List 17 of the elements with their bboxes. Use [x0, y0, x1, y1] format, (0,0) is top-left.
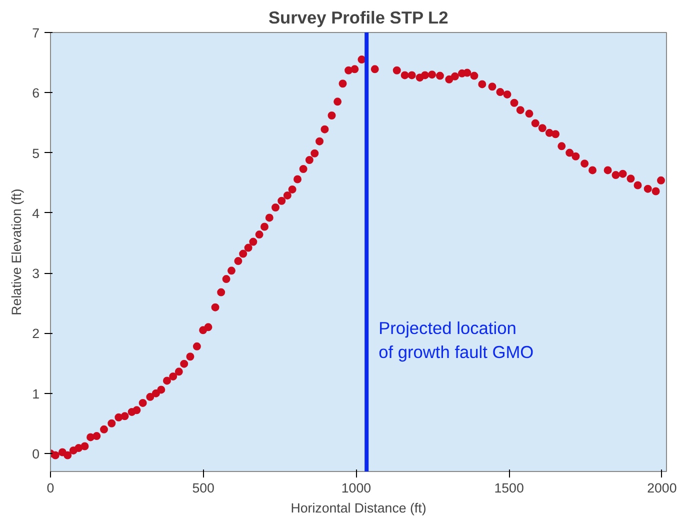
y-tick-label: 2	[32, 326, 40, 342]
x-tick-label: 0	[46, 480, 54, 496]
x-tick-label: 1500	[494, 480, 524, 496]
ref-line-label: Projected location of growth fault GMO	[378, 318, 534, 362]
y-tick-label: 7	[32, 26, 40, 40]
y-tick-label: 3	[32, 266, 40, 282]
x-axis-title: Horizontal Distance (ft)	[290, 500, 426, 516]
x-tick-label: 1000	[341, 480, 372, 496]
x-tick-label: 2000	[647, 480, 677, 496]
y-tick-label: 5	[32, 146, 40, 161]
x-tick-label: 500	[192, 480, 214, 496]
y-axis-title: Relative Elevation (ft)	[9, 188, 24, 316]
y-tick-label: 6	[32, 86, 40, 101]
y-tick-label: 0	[32, 446, 40, 462]
y-tick-label: 4	[32, 206, 40, 221]
chart-title: Survey Profile STP L2	[268, 8, 448, 28]
y-tick-label: 1	[32, 386, 40, 402]
